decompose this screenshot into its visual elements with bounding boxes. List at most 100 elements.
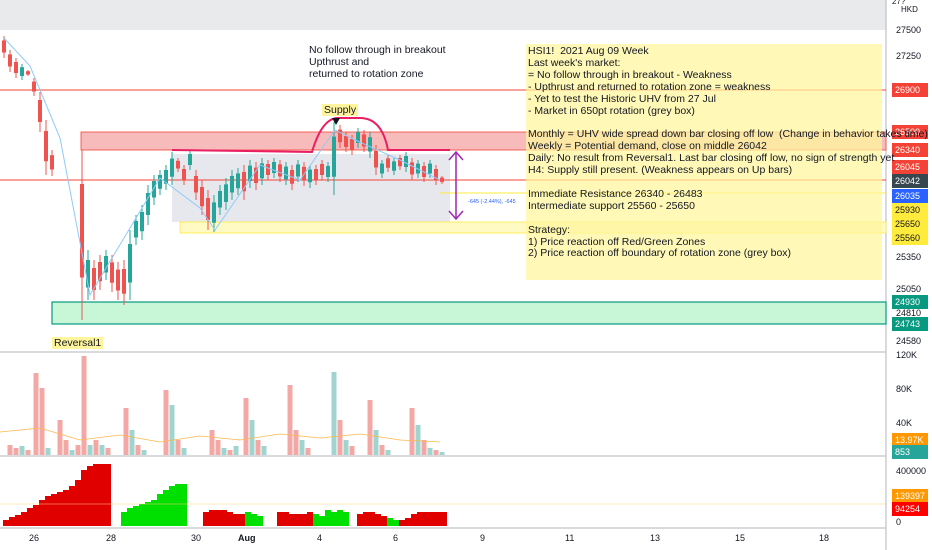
price-tag (892, 125, 928, 139)
indicator-bar (441, 512, 447, 526)
candle-body (20, 67, 24, 76)
indicator-bar (381, 516, 387, 526)
indicator-bar (417, 512, 423, 526)
reversal-label: Reversal1 (52, 337, 104, 349)
indicator-tag (892, 502, 928, 516)
note-line: - Market in 650pt rotation (grey box) (528, 104, 695, 117)
indicator-bar (175, 484, 181, 526)
volume-tick: 80K (896, 384, 912, 394)
candle-body (14, 62, 18, 73)
candle-body (188, 154, 192, 165)
candle-body (8, 54, 12, 67)
indicator-bar (251, 514, 257, 526)
price-tag (892, 231, 928, 245)
volume-bar (141, 450, 147, 455)
price-tag-label: 26340 (895, 145, 920, 155)
indicator-bar (181, 484, 187, 526)
indicator-bar (375, 514, 381, 526)
time-tick: 30 (191, 533, 201, 543)
volume-bar (7, 445, 13, 455)
candle-body (152, 181, 156, 198)
candle-body (302, 166, 306, 180)
price-tag-label: 26042 (895, 176, 920, 186)
candle-body (278, 164, 282, 177)
time-axis[interactable]: 26 28 30 Aug 4 6 9 11 13 15 18 (29, 533, 829, 543)
candle-body (272, 162, 276, 173)
candle-body (224, 184, 228, 202)
volume-bar (69, 450, 75, 455)
candle-body (170, 158, 174, 177)
volume-tag (892, 433, 928, 447)
candle-body (434, 169, 438, 180)
candle-body (200, 187, 204, 207)
candle-body (176, 160, 180, 169)
indicator-bar (127, 508, 133, 526)
candle-body (356, 132, 360, 143)
indicator-bar (429, 512, 435, 526)
candle-body (428, 163, 432, 174)
candle-body (284, 166, 288, 180)
volume-bar (25, 450, 31, 455)
price-scale[interactable]: 27500 27250 26900 26500 26340 26045 26042 26035… (892, 25, 928, 527)
indicator-bar (301, 514, 307, 526)
note-line: Immediate Resistance 26340 - 26483 (528, 187, 703, 200)
indicator-bar (343, 512, 349, 526)
candle-body (368, 137, 372, 152)
indicator-bar (215, 510, 221, 526)
indicator-bar (257, 516, 263, 526)
price-tick: 24810 (896, 308, 921, 318)
price-tag (892, 83, 928, 97)
volume-bar (163, 390, 169, 455)
volume-bar (367, 400, 373, 455)
candle-body (146, 193, 150, 215)
measure-arrow[interactable] (448, 150, 464, 221)
candle-body (86, 260, 90, 288)
volume-ma-line (0, 427, 441, 443)
volume-bar (181, 448, 187, 455)
candle-body (236, 173, 240, 189)
volume-bar (427, 448, 433, 455)
time-tick: 28 (106, 533, 116, 543)
indicator-bar (39, 500, 45, 526)
time-tick: 4 (317, 533, 322, 543)
candle-body (248, 165, 252, 181)
supply-marker (332, 118, 340, 125)
grey-rotation-box (172, 154, 450, 222)
indicator-bar (405, 518, 411, 526)
volume-bar (331, 372, 337, 455)
indicator-bar (33, 505, 39, 526)
indicator-bar (81, 470, 87, 526)
candle-body (158, 175, 162, 189)
candle-body (116, 269, 120, 291)
candle-body (50, 155, 54, 170)
volume-bar (93, 440, 99, 455)
volume-bar (233, 446, 239, 455)
indicator-bar (157, 494, 163, 526)
indicator-bar (145, 502, 151, 526)
indicator-bar (399, 520, 405, 526)
time-tick: 13 (650, 533, 660, 543)
volume-bar (415, 425, 421, 455)
volume-bar (57, 420, 63, 455)
volume-bar (123, 408, 129, 455)
candle-body (266, 164, 270, 175)
candle-body (398, 158, 402, 167)
note-line: HSI1! 2021 Aug 09 Week (528, 45, 649, 57)
indicator-bar (87, 466, 93, 526)
price-tag-label: 26500 (895, 127, 920, 137)
note-line (528, 213, 928, 225)
volume-bar (135, 445, 141, 455)
indicator-bar (295, 514, 301, 526)
indicator-bar (163, 490, 169, 526)
candle-body (404, 156, 408, 167)
volume-bar (169, 405, 175, 455)
indicator-bar (357, 514, 363, 526)
indicator-tick: 400000 (896, 466, 926, 476)
volume-tag (892, 445, 928, 459)
currency-label: HKD (901, 5, 918, 14)
price-tick: 25350 (896, 252, 921, 262)
zigzag-line (3, 37, 441, 297)
indicator-bar (27, 508, 33, 526)
volume-bar (293, 430, 299, 455)
price-tick: 25050 (896, 284, 921, 294)
